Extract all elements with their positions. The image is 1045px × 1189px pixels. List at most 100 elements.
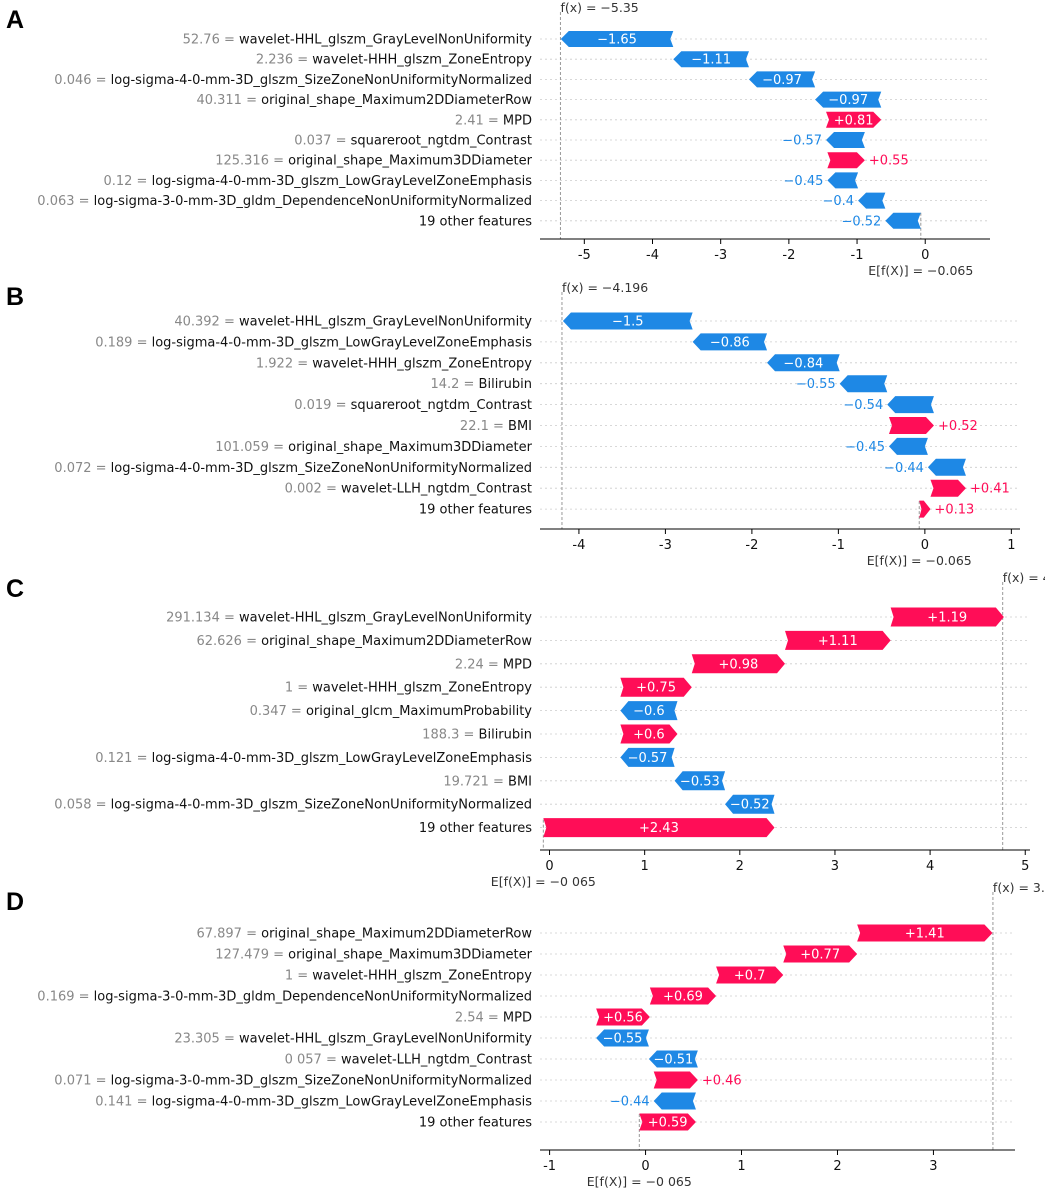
x-tick-label: -4 xyxy=(572,538,585,553)
positive-bar xyxy=(620,677,692,697)
bar-value-label: +0.13 xyxy=(934,503,974,518)
bar-value-label: −0.54 xyxy=(843,398,883,413)
bar-value-label: −0.52 xyxy=(730,798,770,813)
negative-bar xyxy=(674,771,726,791)
feature-label: 0.002 = wavelet-LLH_ngtdm_Contrast xyxy=(285,482,532,497)
feature-label: 62.626 = original_shape_Maximum2DDiamete… xyxy=(196,634,532,649)
x-tick-label: -1 xyxy=(851,248,864,263)
positive-bar xyxy=(827,152,865,169)
feature-label: 0.121 = log-sigma-4-0-mm-3D_glszm_LowGra… xyxy=(95,751,532,766)
negative-bar xyxy=(653,1092,696,1110)
panel-letter: A xyxy=(6,6,24,34)
x-tick-label: -5 xyxy=(578,248,591,263)
positive-bar xyxy=(639,1113,696,1131)
bar-value-label: −0.45 xyxy=(784,174,824,189)
x-tick-label: 4 xyxy=(926,859,934,874)
fx-label: f(x) = 4 763 xyxy=(1003,570,1045,585)
x-tick-label: 0 xyxy=(545,859,553,874)
fx-label: f(x) = 3.62 xyxy=(993,880,1045,895)
panel-a: A −1.65 52.76 = wavelet-HHL_glszm_GrayLeve… xyxy=(6,0,990,278)
feature-label: 0.063 = log-sigma-3-0-mm-3D_gldm_Depende… xyxy=(37,194,532,209)
feature-label: 40.392 = wavelet-HHL_glszm_GrayLevelNonU… xyxy=(174,315,532,330)
feature-label: 2.41 = MPD xyxy=(455,113,532,128)
negative-bar xyxy=(888,437,928,455)
negative-bar xyxy=(927,458,966,476)
negative-bar xyxy=(826,132,865,148)
feature-label: 0.046 = log-sigma-4-0-mm-3D_glszm_SizeZo… xyxy=(54,73,532,88)
x-tick-label: 3 xyxy=(929,1159,937,1174)
bar-value-label: −0.55 xyxy=(796,377,836,392)
feature-label: 0.169 = log-sigma-3-0-mm-3D_gldm_Depende… xyxy=(37,990,532,1005)
feature-label: 2.236 = wavelet-HHH_glszm_ZoneEntropy xyxy=(256,53,532,68)
feature-label: 0.12 = log-sigma-4-0-mm-3D_glszm_LowGray… xyxy=(103,174,532,189)
x-tick-label: -3 xyxy=(659,538,672,553)
x-tick-label: -4 xyxy=(646,248,659,263)
feature-label: 19 other features xyxy=(419,1116,532,1131)
negative-bar xyxy=(596,1029,649,1047)
bar-value-label: +1.41 xyxy=(905,927,945,942)
bar-value-label: −0.97 xyxy=(762,73,802,88)
negative-bar xyxy=(562,312,693,330)
feature-label: 67.897 = original_shape_Maximum2DDiamete… xyxy=(196,927,532,942)
x-tick-label: 0 xyxy=(921,538,929,553)
feature-label: 2.24 = MPD xyxy=(455,657,532,672)
x-tick-label: 3 xyxy=(831,859,839,874)
positive-bar xyxy=(930,479,966,497)
feature-label: 19 other features xyxy=(419,503,532,518)
bar-value-label: +0.55 xyxy=(869,154,909,169)
feature-label: 22.1 = BMI xyxy=(460,419,532,434)
bar-value-label: −0.57 xyxy=(628,751,668,766)
bar-value-label: −0.53 xyxy=(680,774,720,789)
negative-bar xyxy=(673,51,749,68)
positive-bar xyxy=(620,724,678,744)
feature-label: 0.037 = squareroot_ngtdm_Contrast xyxy=(294,134,532,149)
positive-bar xyxy=(691,654,785,674)
bar-value-label: +0.56 xyxy=(603,1011,643,1026)
x-tick-label: 1 xyxy=(641,859,649,874)
feature-label: 291.134 = wavelet-HHL_glszm_GrayLevelNon… xyxy=(166,611,532,626)
x-tick-label: -1 xyxy=(832,538,845,553)
bar-value-label: −0.51 xyxy=(653,1053,693,1068)
positive-bar xyxy=(649,987,717,1005)
bar-value-label: +0.46 xyxy=(702,1074,742,1089)
feature-label: 0.189 = log-sigma-4-0-mm-3D_glszm_LowGra… xyxy=(95,335,532,350)
feature-label: 19 other features xyxy=(419,821,532,836)
bar-value-label: +0.7 xyxy=(734,969,766,984)
bar-value-label: +0.6 xyxy=(633,728,665,743)
bar-value-label: −0.4 xyxy=(822,194,854,209)
feature-label: 0.019 = squareroot_ngtdm_Contrast xyxy=(294,398,532,413)
bar-value-label: +1.11 xyxy=(818,634,858,649)
positive-bar xyxy=(653,1071,698,1089)
negative-bar xyxy=(885,212,921,229)
expected-value-label: E[f(X)] = −0 065 xyxy=(587,1174,692,1189)
x-tick-label: 0 xyxy=(641,1159,649,1174)
x-tick-label: 2 xyxy=(833,1159,841,1174)
bar-value-label: −0.44 xyxy=(884,461,924,476)
feature-label: 188.3 = Bilirubin xyxy=(422,728,532,743)
feature-label: 1.922 = wavelet-HHH_glszm_ZoneEntropy xyxy=(256,356,532,371)
positive-bar xyxy=(785,630,891,650)
feature-label: 125.316 = original_shape_Maximum3DDiamet… xyxy=(215,154,532,169)
feature-label: 0.347 = original_glcm_MaximumProbability xyxy=(250,704,533,719)
feature-label: 0.072 = log-sigma-4-0-mm-3D_glszm_SizeZo… xyxy=(54,461,532,476)
bar-value-label: −0.57 xyxy=(782,134,822,149)
positive-bar xyxy=(890,607,1004,627)
x-tick-label: -2 xyxy=(782,248,795,263)
positive-bar xyxy=(783,945,858,963)
x-tick-label: 5 xyxy=(1021,859,1029,874)
positive-bar xyxy=(716,966,784,984)
positive-bar xyxy=(596,1008,650,1026)
feature-label: 2.54 = MPD xyxy=(455,1011,532,1026)
panel-letter: C xyxy=(6,575,24,603)
x-tick-label: -1 xyxy=(543,1159,556,1174)
panel-b: B −1.5 40.392 = wavelet-HHL_glszm_GrayLeve… xyxy=(6,280,1020,568)
negative-bar xyxy=(560,31,674,47)
bar-value-label: −0.55 xyxy=(603,1032,643,1047)
bar-value-label: −0.45 xyxy=(845,440,885,455)
bar-value-label: −1.5 xyxy=(612,315,644,330)
negative-bar xyxy=(692,333,768,351)
negative-bar xyxy=(620,747,675,767)
feature-label: 19 other features xyxy=(419,214,532,229)
feature-label: 1 = wavelet-HHH_glszm_ZoneEntropy xyxy=(285,969,532,984)
panel-c: C +1.19 291.134 = wavelet-HHL_glszm_GrayLe… xyxy=(6,570,1045,889)
